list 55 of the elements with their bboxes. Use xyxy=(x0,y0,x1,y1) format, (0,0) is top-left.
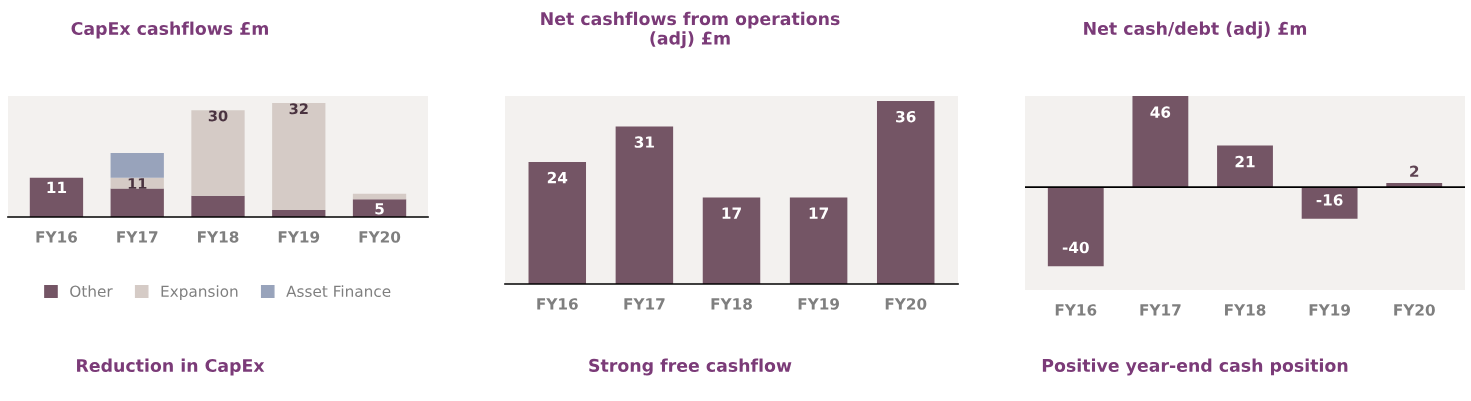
annotation: 11 xyxy=(128,178,147,189)
bar xyxy=(615,126,674,284)
data-label: -40 xyxy=(1062,241,1089,254)
annotation: 30 xyxy=(208,110,228,122)
bar xyxy=(191,195,245,217)
x-tick-label: FY19 xyxy=(798,298,840,310)
x-tick-label: FY16 xyxy=(537,298,578,310)
x-tick-label: FY20 xyxy=(885,298,927,310)
data-label: 21 xyxy=(1235,155,1255,168)
x-tick-label: FY18 xyxy=(1225,304,1266,316)
data-label: 17 xyxy=(809,207,829,219)
data-label: 17 xyxy=(722,207,741,219)
bar xyxy=(1217,145,1273,188)
x-tick-label: FY19 xyxy=(278,231,320,243)
x-tick-label: FY16 xyxy=(1055,304,1097,316)
chart-title: Net cash/debt (adj) £m xyxy=(1084,21,1307,39)
data-label: 31 xyxy=(634,136,654,148)
annotation: 32 xyxy=(289,103,308,115)
text: Reduction in CapEx xyxy=(77,358,265,376)
legend-label: Asset Finance xyxy=(286,285,391,298)
data-label: 24 xyxy=(547,171,568,184)
data-label: 36 xyxy=(896,110,916,123)
bar xyxy=(702,197,761,284)
x-tick-label: FY17 xyxy=(117,231,158,243)
bar xyxy=(110,188,164,217)
data-label: 2 xyxy=(1410,165,1419,177)
bar xyxy=(272,103,326,210)
x-tick-label: FY19 xyxy=(1309,304,1351,316)
x-tick-label: FY20 xyxy=(359,231,401,243)
bar xyxy=(352,193,407,200)
x-tick-label: FY18 xyxy=(711,298,752,310)
data-label: 5 xyxy=(375,203,384,215)
x-tick-label: FY17 xyxy=(624,298,665,310)
bar xyxy=(110,152,164,178)
data-label: 11 xyxy=(47,181,67,193)
x-tick-label: FY16 xyxy=(36,231,78,243)
chart-title: CapEx cashflows £m xyxy=(71,21,268,39)
x-tick-label: FY20 xyxy=(1394,304,1435,316)
bar xyxy=(1132,96,1189,188)
data-label: 46 xyxy=(1150,106,1171,118)
bar xyxy=(528,162,587,284)
legend-label: Other xyxy=(70,285,113,298)
text: Positive year-end cash position xyxy=(1042,358,1348,376)
x-tick-label: FY17 xyxy=(1140,304,1181,316)
bar xyxy=(1047,187,1104,267)
legend-label: Expansion xyxy=(161,285,238,300)
x-tick-label: FY18 xyxy=(198,231,239,243)
chart-title: Net cashflows from operations (adj) £m xyxy=(541,11,840,49)
text: Strong free cashflow xyxy=(589,358,792,376)
data-label: -16 xyxy=(1316,194,1343,206)
bar xyxy=(876,101,935,284)
bar xyxy=(1301,187,1358,219)
bar xyxy=(191,110,245,196)
bar xyxy=(789,197,848,284)
bar xyxy=(29,177,84,217)
